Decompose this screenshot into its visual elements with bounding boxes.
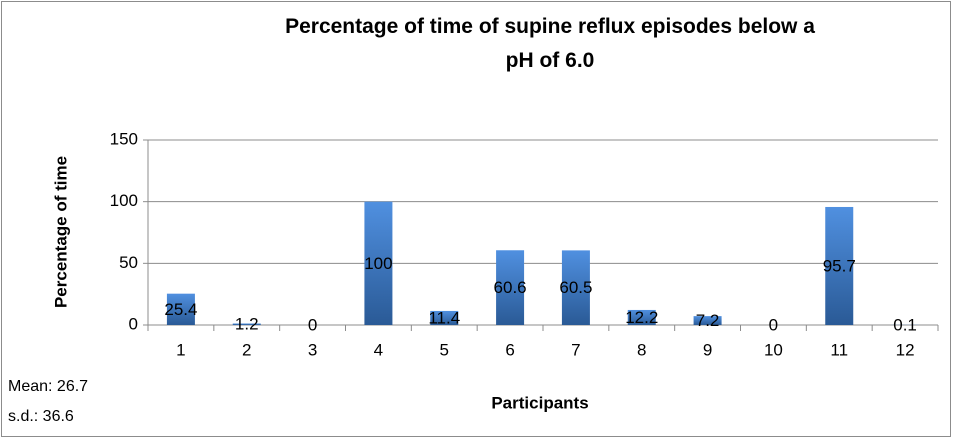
- bar: [232, 323, 261, 325]
- x-tick-label: 10: [764, 340, 783, 359]
- bar: [627, 309, 656, 325]
- bar: [496, 250, 525, 325]
- x-tick-label: 6: [505, 340, 514, 359]
- data-label: 1.2: [235, 315, 259, 334]
- y-tick-label: 0: [129, 314, 138, 333]
- x-tick-label: 5: [440, 340, 449, 359]
- y-tick-label: 50: [119, 253, 138, 272]
- x-tick-label: 2: [242, 340, 251, 359]
- annotation: Mean: 26.7: [8, 378, 89, 395]
- bar: [430, 310, 459, 325]
- x-tick-label: 4: [374, 340, 383, 359]
- x-tick-label: 1: [176, 340, 185, 359]
- x-tick-label: 11: [830, 340, 848, 359]
- y-tick-label: 150: [110, 129, 138, 148]
- x-tick-label: 9: [703, 340, 712, 359]
- bar: [561, 250, 590, 325]
- x-tick-label: 3: [308, 340, 317, 359]
- x-tick-label: 7: [571, 340, 580, 359]
- data-label: 25.4: [164, 300, 197, 319]
- data-label: 0: [308, 315, 317, 334]
- x-tick-label: 8: [637, 340, 646, 359]
- data-label: 60.6: [494, 278, 527, 297]
- data-label: 100: [364, 254, 392, 273]
- data-label: 95.7: [823, 256, 856, 275]
- data-label: 0: [769, 315, 778, 334]
- x-axis-label: Participants: [491, 393, 588, 412]
- data-label: 60.5: [559, 278, 592, 297]
- bar: [693, 316, 722, 325]
- y-axis-label: Percentage of time: [51, 156, 70, 308]
- data-label: 0.1: [893, 315, 917, 334]
- y-tick-label: 100: [110, 191, 138, 210]
- annotation: s.d.: 36.6: [8, 408, 74, 425]
- bar: [364, 201, 393, 325]
- bar: [825, 206, 854, 325]
- bar: [166, 293, 195, 325]
- chart-title: Percentage of time of supine reflux epis…: [285, 15, 815, 72]
- data-label: 7.2: [696, 311, 720, 330]
- data-label: 12.2: [625, 308, 658, 327]
- chart-frame: [1, 1, 951, 437]
- data-label: 11.4: [428, 308, 460, 327]
- x-tick-label: 12: [896, 340, 915, 359]
